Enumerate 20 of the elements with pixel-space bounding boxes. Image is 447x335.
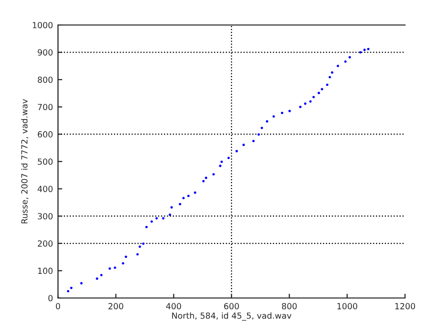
y-tick-label: 900 [38, 49, 53, 56]
y-tick-label: 500 [38, 158, 53, 165]
x-tick-label: 600 [224, 303, 239, 310]
y-tick-label: 1000 [32, 22, 53, 28]
x-tick-label: 800 [282, 303, 297, 310]
x-tick-label: 400 [166, 303, 182, 310]
y-tick-label: 400 [38, 186, 53, 192]
y-tick-label: 300 [38, 213, 53, 220]
y-tick-label: 800 [38, 76, 53, 83]
y-tick-label: 100 [38, 268, 53, 274]
y-tick-label: 200 [38, 240, 53, 247]
x-tick-label: 1200 [395, 303, 416, 310]
y-axis-title: Russe, 2007 id 7772, vad.wav [21, 99, 28, 224]
y-tick-label: 600 [38, 131, 53, 138]
x-tick-label: 200 [108, 303, 124, 310]
y-tick-label: 0 [48, 294, 53, 302]
y-tick-label: 700 [38, 104, 53, 110]
x-axis-title: North, 584, id 45_5, vad.wav [172, 312, 292, 321]
x-tick-label: 0 [56, 303, 60, 310]
x-tick-label: 1000 [337, 303, 358, 310]
